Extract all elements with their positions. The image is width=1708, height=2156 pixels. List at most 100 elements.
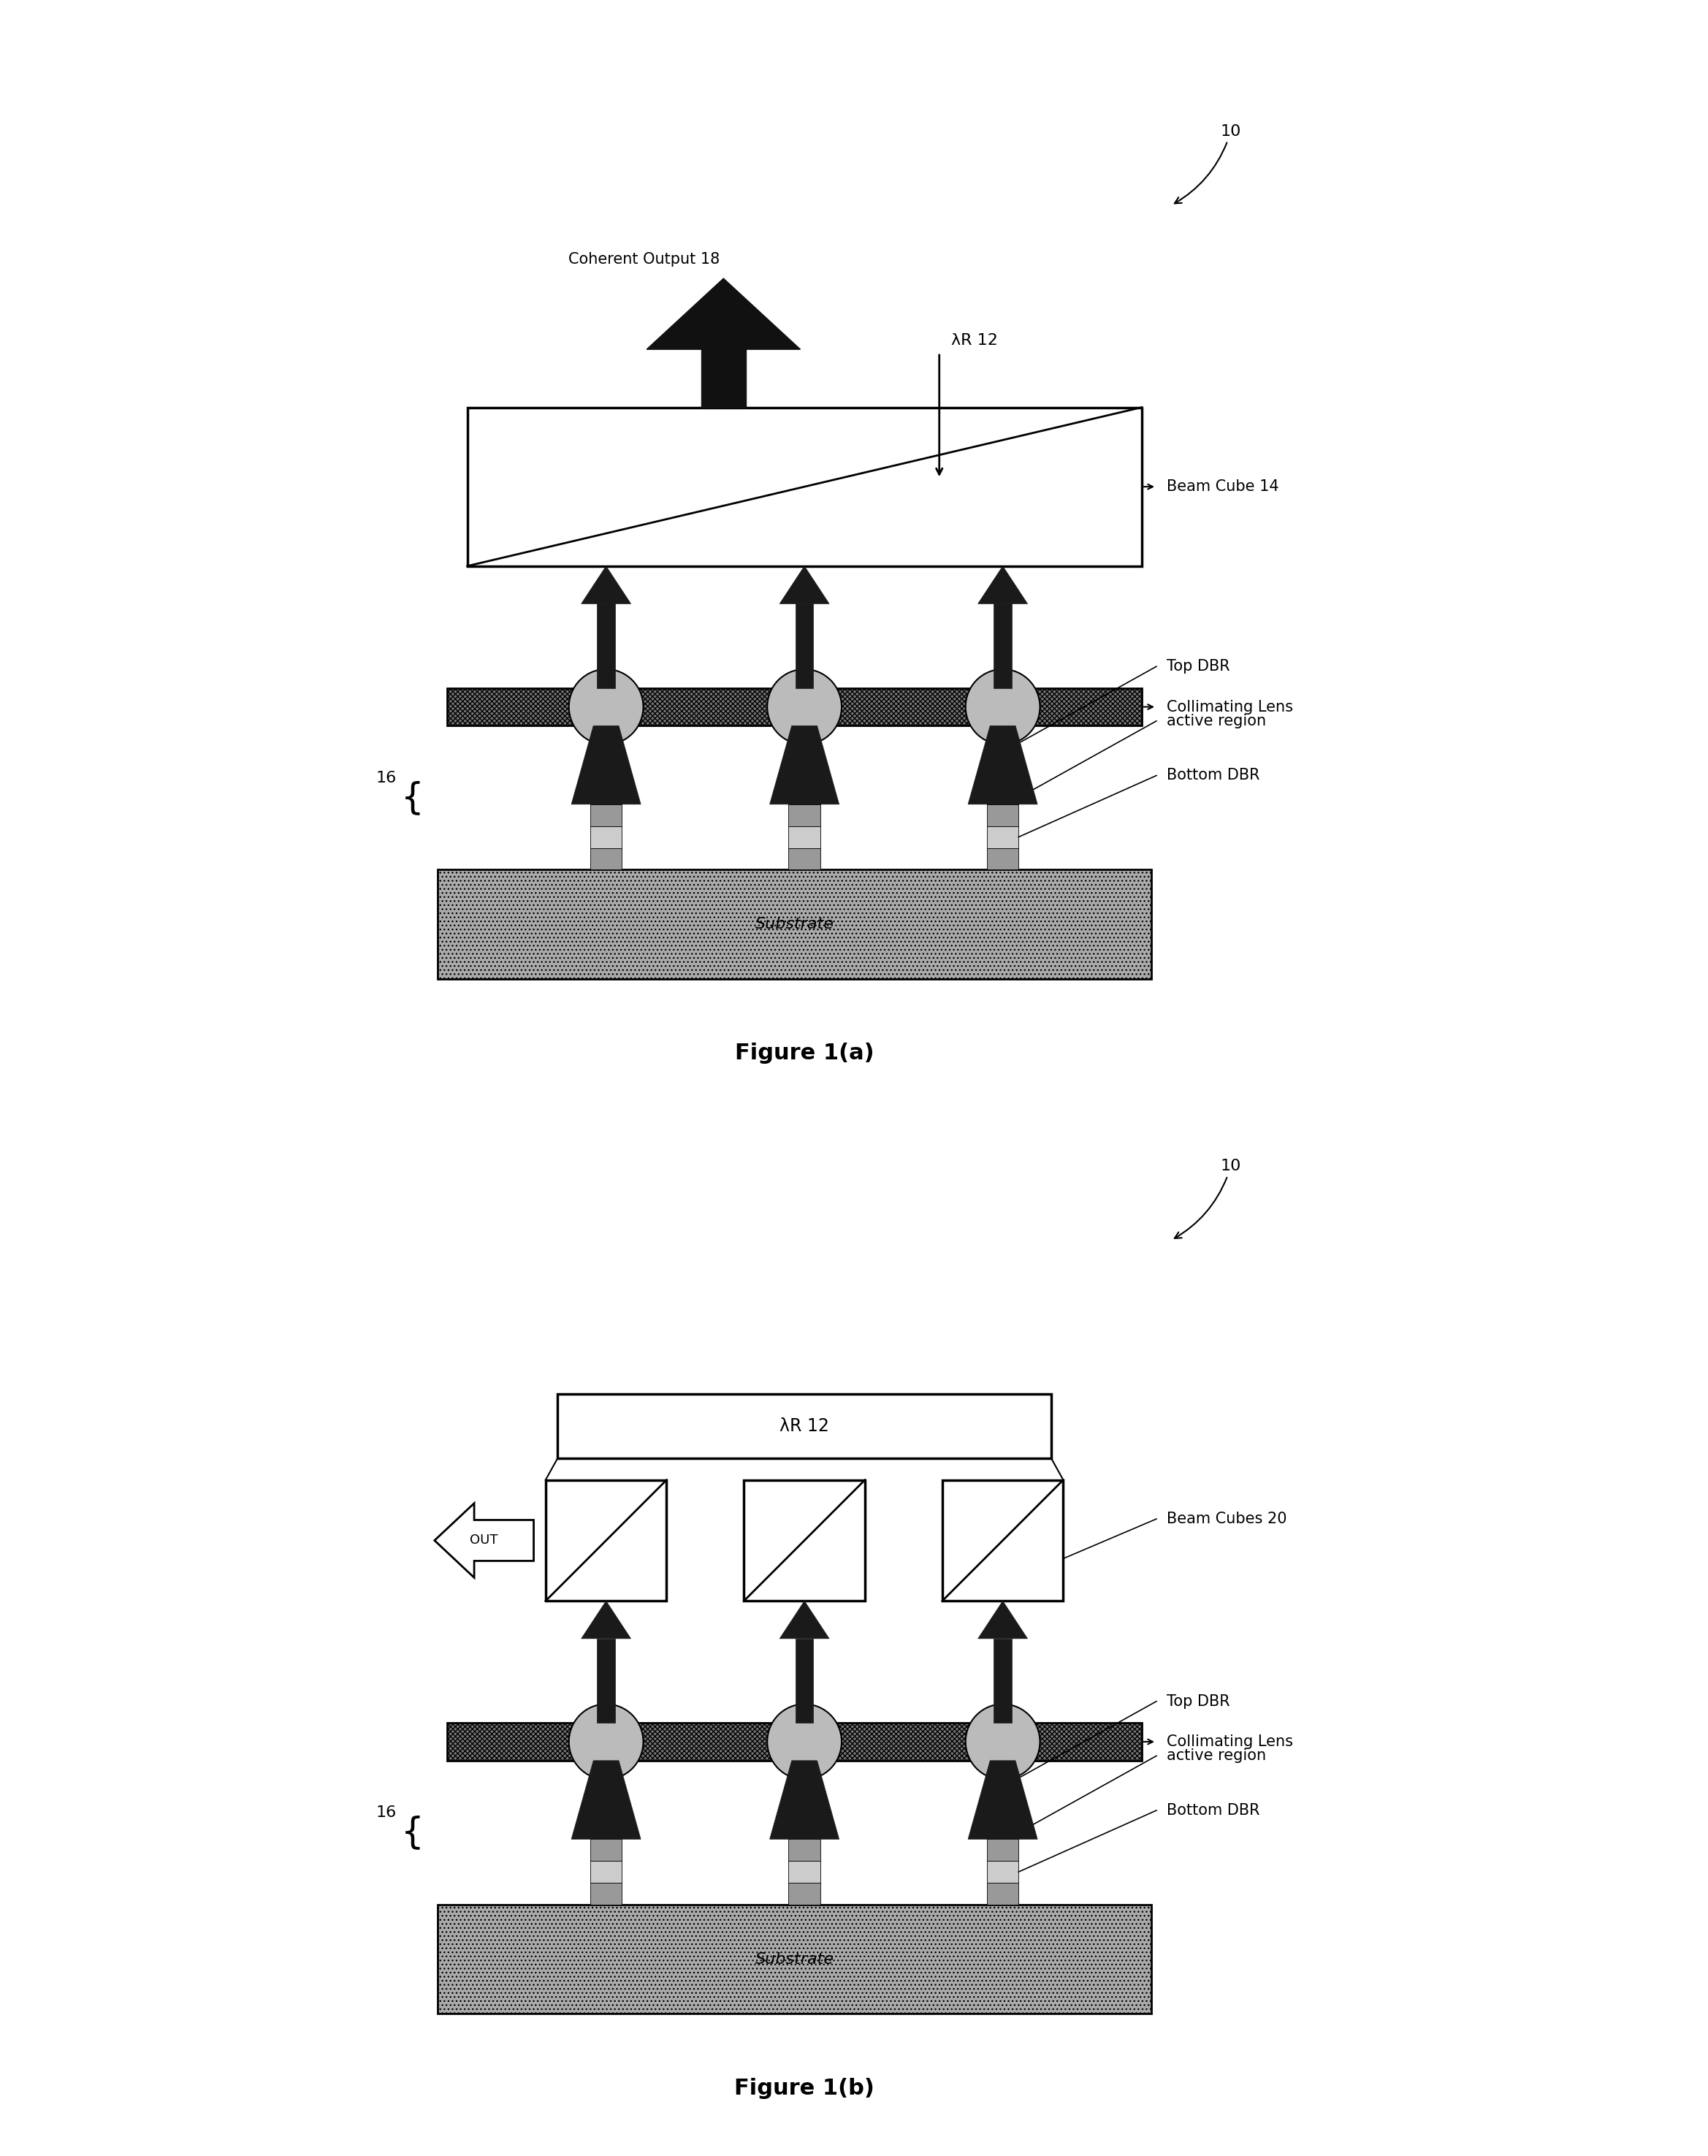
Text: λR 12: λR 12 <box>951 334 997 347</box>
Bar <box>987 1861 1018 1882</box>
Polygon shape <box>598 604 615 688</box>
Bar <box>987 791 1018 804</box>
Bar <box>987 1761 1018 1783</box>
Text: Collimating Lens: Collimating Lens <box>1167 699 1293 714</box>
Bar <box>437 1904 1151 2014</box>
Text: Collimating Lens: Collimating Lens <box>1167 1733 1293 1749</box>
Bar <box>987 826 1018 847</box>
Bar <box>447 688 1141 727</box>
Bar <box>591 1805 622 1826</box>
Bar <box>591 770 622 791</box>
Polygon shape <box>572 1761 640 1839</box>
Polygon shape <box>994 1639 1011 1723</box>
Bar <box>987 1882 1018 1904</box>
Bar <box>447 1723 1141 1761</box>
Ellipse shape <box>569 668 644 744</box>
Text: Top DBR: Top DBR <box>1167 1695 1230 1708</box>
Bar <box>987 847 1018 869</box>
Bar <box>437 869 1151 979</box>
Bar <box>591 804 622 826</box>
Text: {: { <box>401 1815 424 1850</box>
Bar <box>591 1882 622 1904</box>
Bar <box>591 1839 622 1861</box>
Polygon shape <box>434 1503 533 1578</box>
Bar <box>789 1761 820 1783</box>
Bar <box>789 804 820 826</box>
Polygon shape <box>796 604 813 688</box>
Bar <box>545 1479 666 1602</box>
Polygon shape <box>994 604 1011 688</box>
Bar <box>987 804 1018 826</box>
Text: Bottom DBR: Bottom DBR <box>1167 1802 1259 1818</box>
Ellipse shape <box>965 668 1040 744</box>
Ellipse shape <box>569 1703 644 1779</box>
Text: active region: active region <box>1167 1749 1266 1764</box>
Polygon shape <box>581 567 630 604</box>
Text: active region: active region <box>1167 714 1266 729</box>
Bar <box>789 1783 820 1805</box>
Polygon shape <box>796 1639 813 1723</box>
Bar <box>559 1393 1050 1457</box>
Text: Beam Cube 14: Beam Cube 14 <box>1167 479 1279 494</box>
Bar <box>591 847 622 869</box>
Polygon shape <box>770 727 839 804</box>
Bar <box>591 1783 622 1805</box>
Polygon shape <box>968 1761 1037 1839</box>
Bar <box>943 1479 1064 1602</box>
Bar <box>789 1861 820 1882</box>
Bar <box>987 770 1018 791</box>
Bar <box>591 1826 622 1839</box>
Text: OUT: OUT <box>470 1533 499 1548</box>
Bar <box>789 770 820 791</box>
Text: 10: 10 <box>1175 125 1242 203</box>
Bar <box>591 1761 622 1783</box>
Bar <box>987 1805 1018 1826</box>
Polygon shape <box>779 1602 828 1639</box>
Text: 16: 16 <box>376 1805 396 1820</box>
Polygon shape <box>572 727 640 804</box>
Ellipse shape <box>767 668 842 744</box>
Bar <box>987 727 1018 748</box>
Bar <box>789 791 820 804</box>
Text: Substrate: Substrate <box>755 1951 834 1966</box>
Polygon shape <box>979 567 1028 604</box>
Text: 10: 10 <box>1175 1160 1242 1238</box>
Ellipse shape <box>767 1703 842 1779</box>
Bar <box>468 407 1141 567</box>
Text: λR 12: λR 12 <box>779 1416 828 1434</box>
Bar <box>591 727 622 748</box>
Polygon shape <box>647 278 801 349</box>
Bar <box>987 748 1018 770</box>
Polygon shape <box>779 567 828 604</box>
Bar <box>789 826 820 847</box>
Bar <box>789 1805 820 1826</box>
Polygon shape <box>581 1602 630 1639</box>
Polygon shape <box>598 1639 615 1723</box>
Text: Figure 1(a): Figure 1(a) <box>734 1044 874 1063</box>
Bar <box>789 1839 820 1861</box>
Text: Substrate: Substrate <box>755 916 834 931</box>
Text: 16: 16 <box>376 770 396 785</box>
Bar <box>987 1783 1018 1805</box>
Bar <box>987 1839 1018 1861</box>
Text: Coherent Output 18: Coherent Output 18 <box>569 252 719 267</box>
Bar <box>591 791 622 804</box>
Text: Top DBR: Top DBR <box>1167 660 1230 673</box>
Text: Bottom DBR: Bottom DBR <box>1167 768 1259 783</box>
Polygon shape <box>702 349 746 407</box>
Bar <box>789 727 820 748</box>
Bar <box>789 847 820 869</box>
Bar <box>591 748 622 770</box>
Text: {: { <box>401 780 424 815</box>
Polygon shape <box>968 727 1037 804</box>
Ellipse shape <box>965 1703 1040 1779</box>
Text: Beam Cubes 20: Beam Cubes 20 <box>1167 1511 1286 1526</box>
Bar <box>789 748 820 770</box>
Bar <box>745 1479 864 1602</box>
Bar <box>591 826 622 847</box>
Bar <box>987 1826 1018 1839</box>
Polygon shape <box>979 1602 1028 1639</box>
Bar <box>789 1882 820 1904</box>
Text: Figure 1(b): Figure 1(b) <box>734 2078 874 2098</box>
Bar <box>789 1826 820 1839</box>
